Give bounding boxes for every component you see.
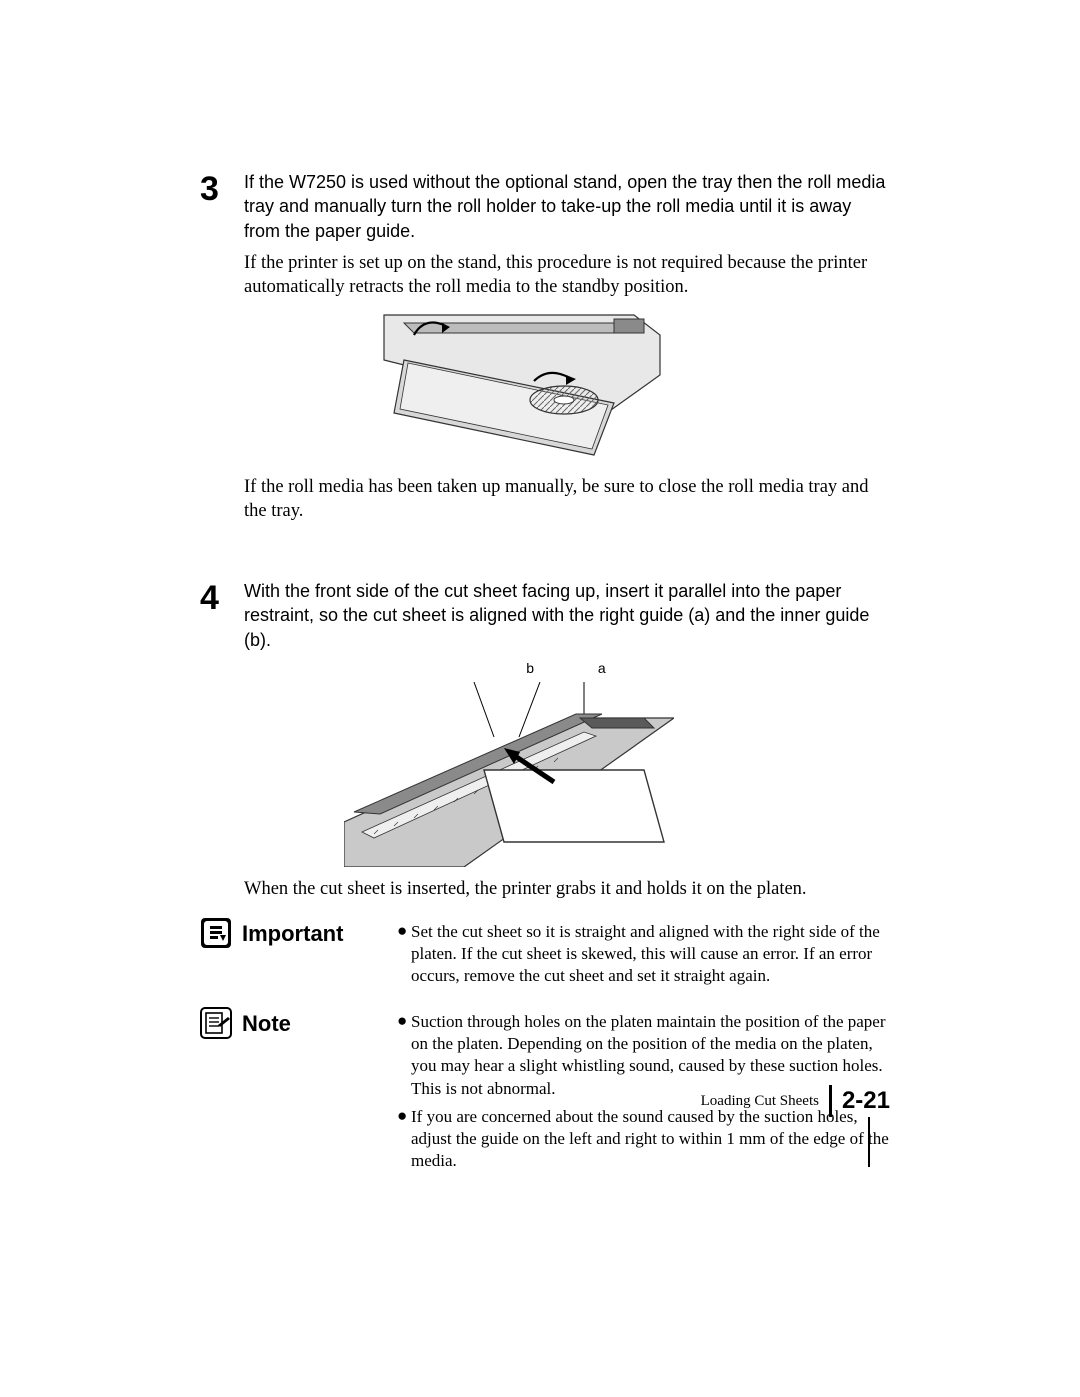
bullet-dot-icon: ● — [397, 1011, 411, 1099]
bullet-dot-icon: ● — [397, 1106, 411, 1172]
step-3: 3 If the W7250 is used without the optio… — [200, 170, 890, 529]
figure-platen-sheet-icon — [344, 682, 674, 867]
callout-important: Important ● Set the cut sheet so it is s… — [200, 921, 890, 993]
bullet-item: ● Set the cut sheet so it is straight an… — [397, 921, 890, 987]
step-3-paragraph-1: If the printer is set up on the stand, t… — [244, 251, 890, 299]
footer-page-number: 2-21 — [842, 1087, 890, 1115]
figure-roll-tray-icon — [364, 305, 664, 465]
callout-important-title: Important — [242, 921, 397, 947]
note-icon — [200, 1007, 232, 1039]
label-b: b — [526, 660, 534, 676]
step-3-heading: If the W7250 is used without the optiona… — [244, 170, 890, 243]
manual-page: 3 If the W7250 is used without the optio… — [0, 0, 1080, 1397]
step-body: With the front side of the cut sheet fac… — [240, 579, 890, 907]
label-a: a — [598, 660, 606, 676]
callout-note-title: Note — [242, 1011, 397, 1037]
step-body: If the W7250 is used without the optiona… — [240, 170, 890, 529]
footer-separator — [829, 1085, 832, 1117]
step-4: 4 With the front side of the cut sheet f… — [200, 579, 890, 907]
step-4-paragraph-1: When the cut sheet is inserted, the prin… — [244, 877, 890, 901]
step-number: 3 — [200, 170, 240, 206]
footer-rule — [868, 1117, 870, 1167]
step-4-heading: With the front side of the cut sheet fac… — [244, 579, 890, 652]
callout-important-body: ● Set the cut sheet so it is straight an… — [397, 921, 890, 993]
footer-section-label: Loading Cut Sheets — [701, 1093, 829, 1110]
important-icon — [200, 917, 232, 949]
figure-labels: b a — [344, 660, 674, 676]
step-3-paragraph-2: If the roll media has been taken up manu… — [244, 475, 890, 523]
bullet-text: Set the cut sheet so it is straight and … — [411, 921, 890, 987]
bullet-dot-icon: ● — [397, 921, 411, 987]
page-footer: Loading Cut Sheets 2-21 — [701, 1085, 890, 1117]
step-number: 4 — [200, 579, 240, 615]
